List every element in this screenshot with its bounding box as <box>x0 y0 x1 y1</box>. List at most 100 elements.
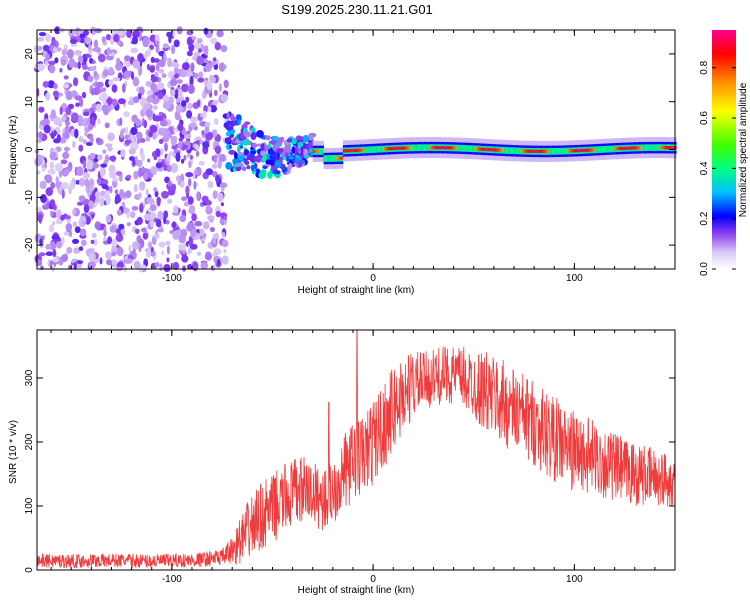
spectrogram-cell <box>88 43 92 52</box>
spectrogram-cell <box>162 94 170 103</box>
spectrogram-cell <box>53 116 62 126</box>
spectrogram-cell <box>220 45 228 53</box>
spectrogram-cell <box>277 137 284 145</box>
y-tick-label: -10 <box>24 190 35 205</box>
spectrogram-cell <box>105 214 112 223</box>
spectrogram-cell <box>89 57 93 64</box>
spectrogram-cell <box>240 141 243 147</box>
spectrogram-cell <box>478 147 480 151</box>
spectrogram-cell <box>123 70 132 78</box>
spectrogram-cell <box>377 145 380 153</box>
spectrogram-cell <box>537 149 539 153</box>
spectrogram-cell <box>107 132 115 142</box>
figure-title: S199.2025.230.11.21.G01 <box>281 2 433 17</box>
spectrogram-cell <box>88 260 96 269</box>
spectrogram-cell <box>146 63 150 71</box>
spectrogram-cell <box>187 222 195 232</box>
spectrogram-cell <box>38 106 45 113</box>
spectrogram-cell <box>582 148 584 153</box>
spectrogram-cell <box>498 148 501 152</box>
spectrogram-cell <box>181 158 185 164</box>
spectrogram-cell <box>78 136 84 143</box>
spectrogram-cell <box>461 144 463 152</box>
spectrogram-cell <box>381 145 384 153</box>
spectrogram-cell <box>291 146 295 154</box>
spectrogram-cell <box>479 147 481 151</box>
spectrogram-cell <box>102 69 109 77</box>
spectrogram-cell <box>132 30 140 38</box>
spectrogram-cell <box>173 39 180 48</box>
spectrogram-cell <box>133 260 141 269</box>
spectrogram-cell <box>643 144 646 152</box>
spectrogram-cell <box>96 177 103 185</box>
spectrogram-cell <box>107 236 112 245</box>
spectrogram-cell <box>253 156 257 161</box>
spectrogram-cell <box>323 155 326 162</box>
spectrogram-cell <box>73 62 79 69</box>
spectrogram-cell <box>115 228 121 234</box>
spectrogram-cell <box>68 229 73 238</box>
spectrogram-cell <box>675 146 677 150</box>
spectrogram-cell <box>161 250 165 256</box>
spectrogram-cell <box>161 190 169 199</box>
spectrogram-cell <box>42 81 49 88</box>
spectrogram-cell <box>349 149 351 153</box>
spectrogram-cell <box>347 149 350 153</box>
spectrogram-x-label: Height of straight line (km) <box>298 285 415 296</box>
spectrogram-cell <box>152 97 159 105</box>
spectrogram-cell <box>344 149 346 153</box>
spectrogram-cell <box>654 144 657 151</box>
spectrogram-cell <box>153 58 160 63</box>
spectrogram-cell <box>567 149 570 153</box>
spectrogram-cell <box>50 131 55 140</box>
spectrogram-cell <box>363 148 365 152</box>
spectrogram-cell <box>181 196 188 201</box>
spectrogram-cell <box>124 55 131 62</box>
spectrogram-cell <box>49 224 54 233</box>
spectrogram-cell <box>421 144 423 151</box>
spectrogram-cell <box>91 103 98 109</box>
spectrogram-cell <box>96 154 103 161</box>
spectrogram-cell <box>94 191 101 199</box>
spectrogram-cell <box>180 180 185 188</box>
spectrogram-cell <box>219 182 228 188</box>
spectrogram-cell <box>584 148 586 152</box>
spectrogram-cell <box>179 214 187 223</box>
snr-frame <box>36 329 676 571</box>
spectrogram-cell <box>42 118 50 127</box>
spectrogram-cell <box>166 245 170 255</box>
spectrogram-cell <box>178 89 183 99</box>
spectrogram-cell <box>155 148 161 158</box>
spectrogram-cell <box>196 55 204 65</box>
spectrogram-cell <box>74 128 79 139</box>
spectrogram-cell <box>158 138 164 145</box>
spectrogram-cell <box>178 137 184 142</box>
spectrogram-cell <box>62 169 70 176</box>
spectrogram-cell <box>324 155 327 162</box>
spectrogram-cell <box>414 144 416 152</box>
spectrogram-cell <box>486 147 489 152</box>
spectrogram-cell <box>126 29 132 38</box>
spectrogram-cell <box>667 146 670 150</box>
spectrogram-cell <box>150 76 159 83</box>
spectrogram-cell <box>56 218 60 225</box>
spectrogram-cell <box>265 154 270 161</box>
spectrogram-cell <box>596 146 599 154</box>
spectrogram-cell <box>350 149 352 153</box>
spectrogram-cell <box>187 196 194 205</box>
spectrogram-cell <box>334 155 337 162</box>
spectrogram-cell <box>597 146 600 153</box>
spectrogram-cell <box>155 40 160 46</box>
spectrogram-cell <box>183 133 192 139</box>
spectrogram-cell <box>244 160 250 166</box>
spectrogram-cell <box>503 147 506 154</box>
spectrogram-cell <box>73 262 77 270</box>
spectrogram-cell <box>71 112 79 122</box>
spectrogram-cell <box>203 110 207 119</box>
spectrogram-cell <box>104 122 110 129</box>
spectrogram-cell <box>569 149 572 153</box>
spectrogram-cell <box>112 177 119 182</box>
spectrogram-cell <box>493 148 496 152</box>
spectrogram-cell <box>409 146 411 150</box>
spectrogram-cell <box>83 204 90 214</box>
